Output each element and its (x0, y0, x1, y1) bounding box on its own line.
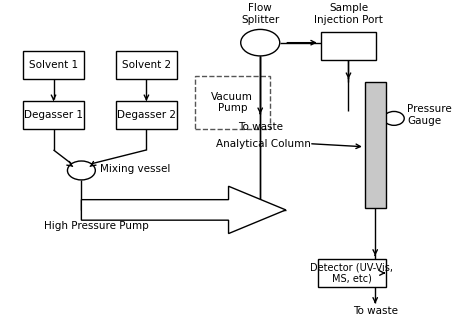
Text: Flow
Splitter: Flow Splitter (241, 3, 279, 25)
Text: High Pressure Pump: High Pressure Pump (44, 221, 149, 231)
Bar (23, 51, 84, 79)
Bar (319, 259, 386, 287)
Text: Analytical Column: Analytical Column (217, 139, 311, 149)
Text: Mixing vessel: Mixing vessel (100, 164, 170, 174)
Text: To waste: To waste (353, 306, 398, 316)
Bar (320, 32, 376, 60)
Text: Detector (UV-Vis,
MS, etc): Detector (UV-Vis, MS, etc) (310, 262, 393, 284)
Text: Solvent 1: Solvent 1 (29, 60, 78, 70)
Text: Pressure
Gauge: Pressure Gauge (407, 104, 452, 126)
Bar (365, 82, 386, 208)
Text: Degasser 1: Degasser 1 (24, 110, 83, 120)
Polygon shape (82, 186, 286, 233)
Text: Vacuum
Pump: Vacuum Pump (211, 92, 253, 113)
Text: Degasser 2: Degasser 2 (117, 110, 176, 120)
Circle shape (384, 111, 404, 125)
Bar (116, 51, 177, 79)
Bar (23, 101, 84, 129)
Text: Solvent 2: Solvent 2 (122, 60, 171, 70)
Circle shape (241, 29, 280, 56)
Bar (116, 101, 177, 129)
Text: Sample
Injection Port: Sample Injection Port (314, 3, 383, 25)
Bar (195, 76, 270, 129)
Text: To waste: To waste (238, 122, 283, 132)
Circle shape (67, 161, 95, 180)
